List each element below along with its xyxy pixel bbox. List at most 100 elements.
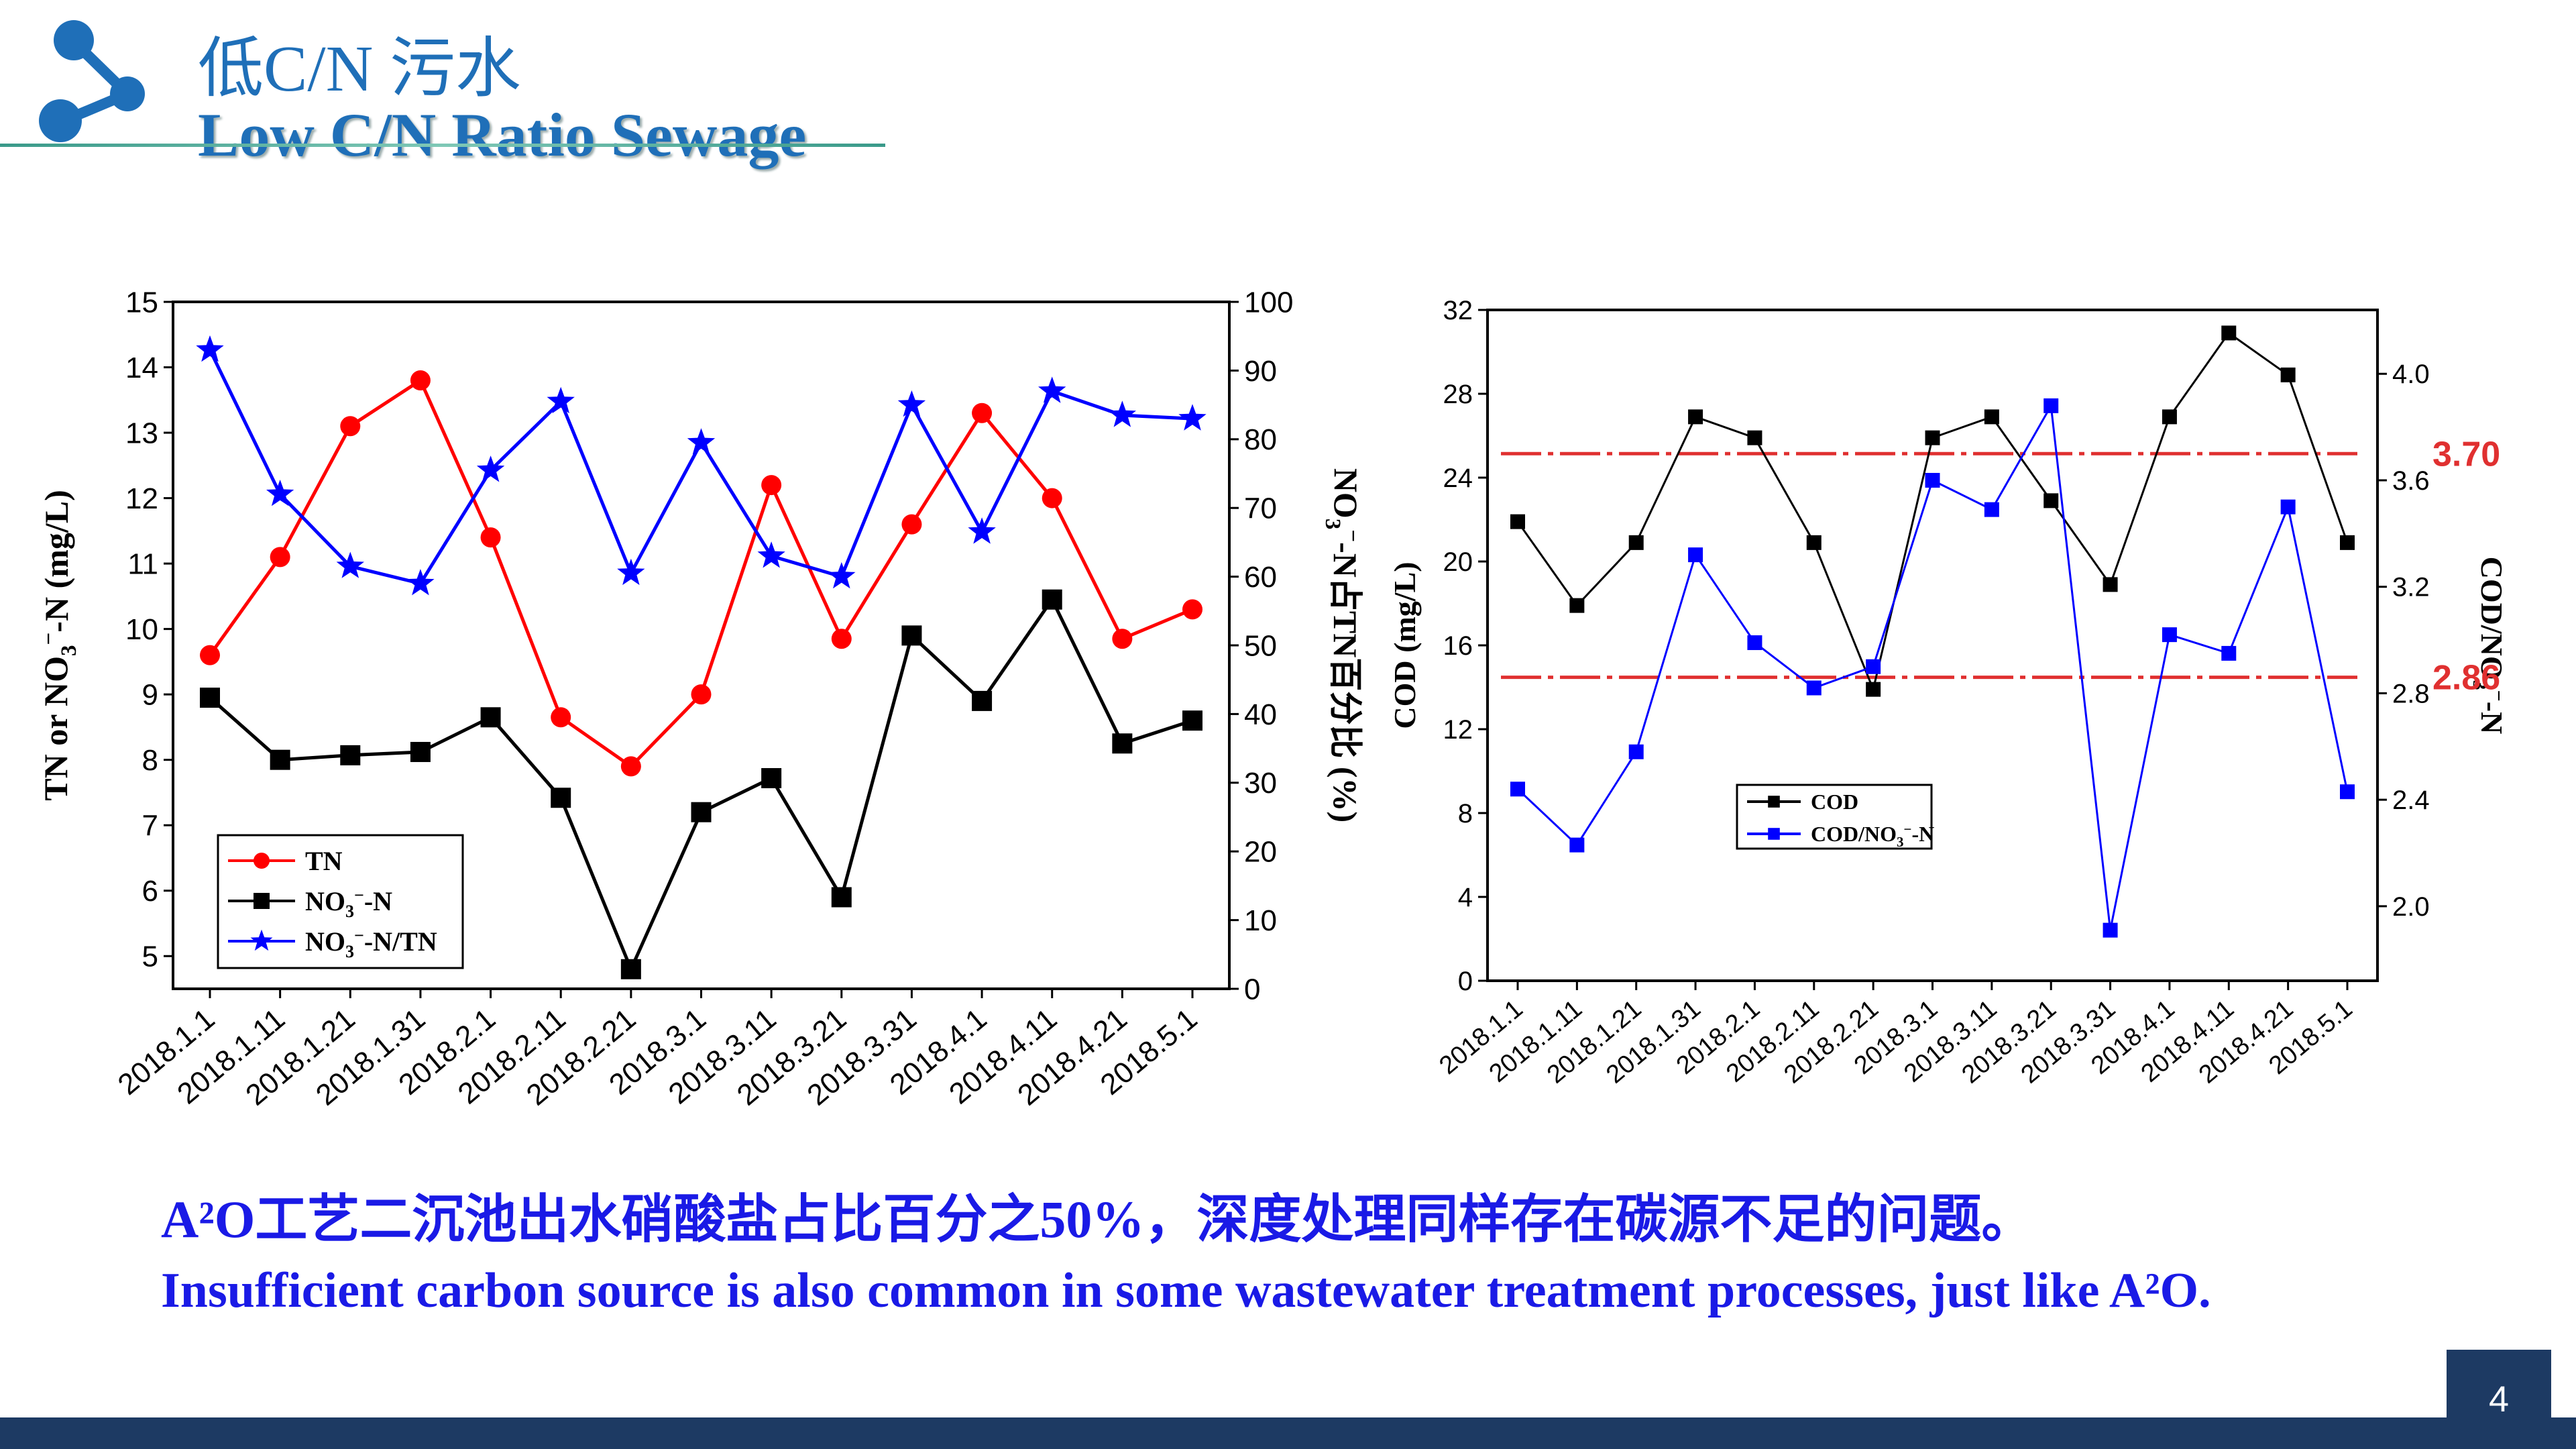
y-left-tick-label: 4 xyxy=(1458,883,1473,912)
data-point xyxy=(1042,589,1062,610)
data-point xyxy=(1510,782,1525,797)
data-point xyxy=(196,335,224,362)
reference-line-label: 2.86 xyxy=(2432,659,2500,698)
data-point xyxy=(901,514,922,535)
data-point xyxy=(831,887,852,908)
y-right-tick-label: 70 xyxy=(1244,492,1277,525)
legend-swatch-marker xyxy=(254,853,270,869)
data-point xyxy=(1112,629,1133,649)
y-left-tick-label: 7 xyxy=(142,810,158,843)
y-right-axis-title: COD/NO3−-N xyxy=(2469,557,2510,735)
data-point xyxy=(1747,635,1762,651)
data-point xyxy=(480,527,501,548)
y-left-tick-label: 32 xyxy=(1443,296,1473,325)
data-point xyxy=(617,558,645,586)
data-point xyxy=(2221,325,2237,341)
data-point xyxy=(761,475,782,496)
data-point xyxy=(270,547,290,568)
y-right-tick-label: 20 xyxy=(1244,836,1277,869)
y-left-tick-label: 5 xyxy=(142,941,158,973)
data-point xyxy=(1806,535,1822,550)
y-left-tick-label: 11 xyxy=(127,547,158,580)
data-point xyxy=(1628,535,1644,550)
y-left-axis-title: COD (mg/L) xyxy=(1388,561,1422,729)
y-left-tick-label: 16 xyxy=(1443,631,1473,661)
y-right-tick-label: 0 xyxy=(1244,973,1260,1006)
data-point xyxy=(1182,599,1202,620)
data-point xyxy=(1038,376,1066,403)
y-right-tick-label: 30 xyxy=(1244,767,1277,800)
data-point xyxy=(620,756,641,777)
data-point xyxy=(2103,577,2118,592)
data-point xyxy=(972,690,993,711)
y-left-tick-label: 6 xyxy=(142,875,158,908)
y-right-tick-label: 3.6 xyxy=(2392,466,2430,496)
y-right-axis-title: NO3−-N占TN百分比 (%) xyxy=(1321,468,1365,822)
data-point xyxy=(2103,922,2118,938)
y-left-tick-label: 9 xyxy=(142,679,158,712)
data-point xyxy=(687,428,716,455)
y-right-tick-label: 100 xyxy=(1244,286,1293,319)
y-right-tick-label: 2.0 xyxy=(2392,892,2430,922)
y-left-tick-label: 0 xyxy=(1458,967,1473,996)
page-number: 4 xyxy=(2447,1350,2551,1449)
data-point xyxy=(410,741,431,762)
data-point xyxy=(1569,598,1585,613)
data-point xyxy=(620,959,641,979)
data-point xyxy=(968,517,996,544)
legend-label: COD/NO3−-N xyxy=(1811,821,1934,850)
data-point xyxy=(406,569,435,596)
y-right-tick-label: 2.8 xyxy=(2392,679,2430,708)
data-point xyxy=(691,684,712,705)
data-point xyxy=(1510,514,1525,529)
y-left-tick-label: 24 xyxy=(1443,464,1473,493)
caption-cn: A²O工艺二沉池出水硝酸盐占比百分之50%，深度处理同样存在碳源不足的问题。 xyxy=(161,1190,2034,1248)
data-point xyxy=(1806,680,1822,696)
y-right-tick-label: 4.0 xyxy=(2392,360,2430,389)
cod-chart: 0481216202428322.02.42.83.23.64.02018.1.… xyxy=(1388,296,2510,1089)
data-point xyxy=(1042,488,1062,508)
y-right-tick-label: 10 xyxy=(1244,904,1277,937)
data-point xyxy=(2043,398,2059,413)
data-point xyxy=(1866,682,1881,697)
data-point xyxy=(1178,404,1207,431)
data-point xyxy=(2340,784,2355,800)
data-point xyxy=(340,745,361,765)
data-point xyxy=(897,390,926,417)
data-point xyxy=(1984,409,1999,425)
data-point xyxy=(1984,502,1999,517)
y-right-tick-label: 60 xyxy=(1244,561,1277,594)
legend-swatch-marker xyxy=(1768,828,1780,840)
data-point xyxy=(480,707,501,728)
data-point xyxy=(200,688,220,708)
data-point xyxy=(1925,472,1940,488)
caption-en: Insufficient carbon source is also commo… xyxy=(161,1263,2211,1318)
y-right-tick-label: 40 xyxy=(1244,698,1277,731)
data-point xyxy=(2043,493,2059,508)
data-point xyxy=(340,416,361,437)
data-point xyxy=(972,402,993,423)
y-right-tick-label: 3.2 xyxy=(2392,573,2430,602)
data-point xyxy=(1925,430,1940,445)
legend-swatch-marker xyxy=(250,929,273,951)
data-point xyxy=(1569,837,1585,853)
legend-label: COD xyxy=(1811,790,1858,814)
legend-swatch-marker xyxy=(1768,796,1780,808)
data-point xyxy=(691,802,712,822)
data-point xyxy=(901,625,922,646)
y-left-tick-label: 28 xyxy=(1443,380,1473,409)
y-left-tick-label: 14 xyxy=(125,352,158,384)
y-right-tick-label: 50 xyxy=(1244,629,1277,662)
data-point xyxy=(1866,659,1881,674)
data-point xyxy=(831,629,852,649)
data-point xyxy=(547,386,575,414)
nitrogen-chart: 5678910111213141501020304050607080901002… xyxy=(37,286,1365,1112)
data-point xyxy=(761,767,782,788)
data-point xyxy=(1688,547,1703,563)
data-point xyxy=(828,561,856,589)
page-title-cn: 低C/N 污水 xyxy=(198,33,521,105)
data-point xyxy=(270,749,290,770)
y-left-tick-label: 13 xyxy=(125,417,158,449)
data-point xyxy=(410,370,431,391)
y-right-tick-label: 80 xyxy=(1244,423,1277,456)
